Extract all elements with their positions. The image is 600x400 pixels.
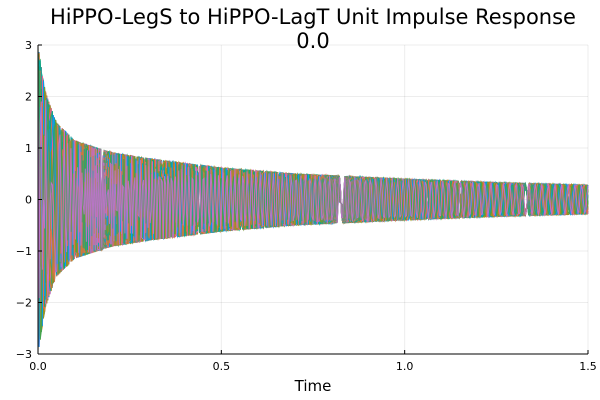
y-tick-label: −1 bbox=[16, 245, 32, 258]
y-tick-label: 0 bbox=[25, 194, 32, 207]
y-tick-label: 2 bbox=[25, 91, 32, 104]
x-axis-label: Time bbox=[294, 377, 332, 395]
tick-labels: 0.0 0.5 1.0 1.5 −3 −2 −1 0 1 2 3 bbox=[16, 39, 597, 373]
y-tick-label: 3 bbox=[25, 39, 32, 52]
title-group: HiPPO-LegS to HiPPO-LagT Unit Impulse Re… bbox=[50, 5, 576, 53]
x-tick-label: 0.0 bbox=[29, 360, 47, 373]
series-lines bbox=[37, 45, 589, 354]
y-tick-label: −3 bbox=[16, 348, 32, 361]
x-tick-label: 0.5 bbox=[213, 360, 231, 373]
x-tick-label: 1.5 bbox=[579, 360, 597, 373]
x-tick-label: 1.0 bbox=[396, 360, 414, 373]
y-tick-label: −2 bbox=[16, 297, 32, 310]
y-tick-label: 1 bbox=[25, 142, 32, 155]
chart-subtitle: 0.0 bbox=[296, 29, 329, 53]
series-line bbox=[37, 58, 589, 300]
chart-title: HiPPO-LegS to HiPPO-LagT Unit Impulse Re… bbox=[50, 5, 576, 29]
axes bbox=[37, 44, 589, 355]
